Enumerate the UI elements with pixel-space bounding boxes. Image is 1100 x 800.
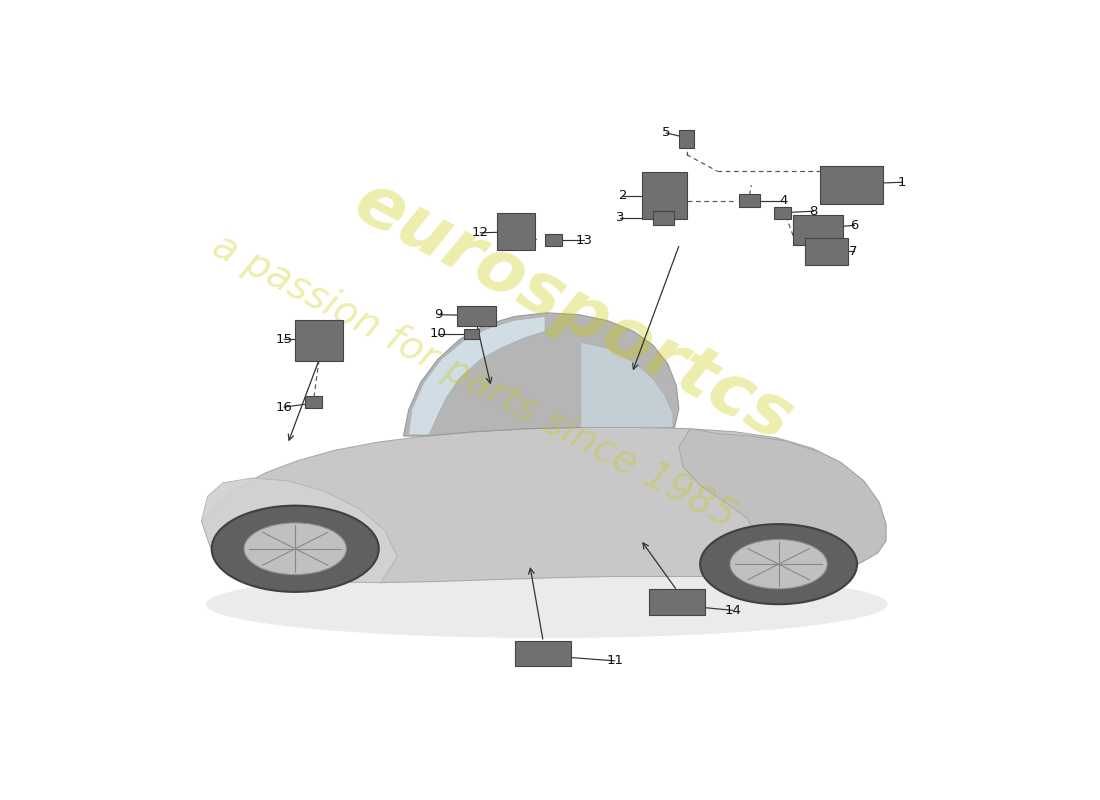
Ellipse shape: [206, 570, 888, 638]
Text: 3: 3: [616, 211, 625, 225]
FancyBboxPatch shape: [642, 172, 686, 219]
Text: a passion for parts since 1985: a passion for parts since 1985: [206, 226, 741, 535]
Text: 13: 13: [575, 234, 593, 246]
Ellipse shape: [244, 523, 346, 574]
Text: 6: 6: [850, 219, 859, 232]
FancyBboxPatch shape: [679, 130, 694, 148]
Text: 15: 15: [276, 333, 293, 346]
Ellipse shape: [211, 506, 378, 592]
Text: 4: 4: [780, 194, 788, 207]
Text: 10: 10: [429, 327, 446, 340]
Text: 11: 11: [606, 654, 624, 667]
Polygon shape: [581, 342, 673, 427]
Text: 1: 1: [898, 176, 906, 189]
FancyBboxPatch shape: [793, 215, 843, 246]
FancyBboxPatch shape: [544, 234, 562, 246]
FancyBboxPatch shape: [739, 194, 760, 207]
Text: 12: 12: [472, 226, 488, 239]
FancyBboxPatch shape: [821, 166, 883, 205]
Polygon shape: [201, 478, 397, 582]
Polygon shape: [404, 313, 679, 436]
FancyBboxPatch shape: [306, 396, 322, 408]
FancyBboxPatch shape: [497, 214, 535, 250]
Text: 2: 2: [619, 190, 628, 202]
Polygon shape: [201, 427, 886, 582]
FancyBboxPatch shape: [649, 590, 705, 615]
Text: 8: 8: [810, 205, 817, 218]
Ellipse shape: [701, 524, 857, 604]
Text: 7: 7: [849, 245, 858, 258]
Polygon shape: [679, 429, 886, 577]
Text: 16: 16: [276, 401, 293, 414]
FancyBboxPatch shape: [774, 207, 791, 219]
FancyBboxPatch shape: [464, 329, 478, 339]
Text: 5: 5: [662, 126, 670, 139]
FancyBboxPatch shape: [805, 238, 848, 265]
Ellipse shape: [730, 539, 827, 589]
Text: 14: 14: [724, 604, 741, 617]
FancyBboxPatch shape: [653, 210, 673, 226]
Text: eurosportcs: eurosportcs: [342, 167, 804, 456]
FancyBboxPatch shape: [458, 306, 496, 326]
FancyBboxPatch shape: [515, 641, 571, 666]
Polygon shape: [408, 317, 544, 435]
FancyBboxPatch shape: [295, 320, 343, 361]
Text: 9: 9: [434, 308, 442, 321]
